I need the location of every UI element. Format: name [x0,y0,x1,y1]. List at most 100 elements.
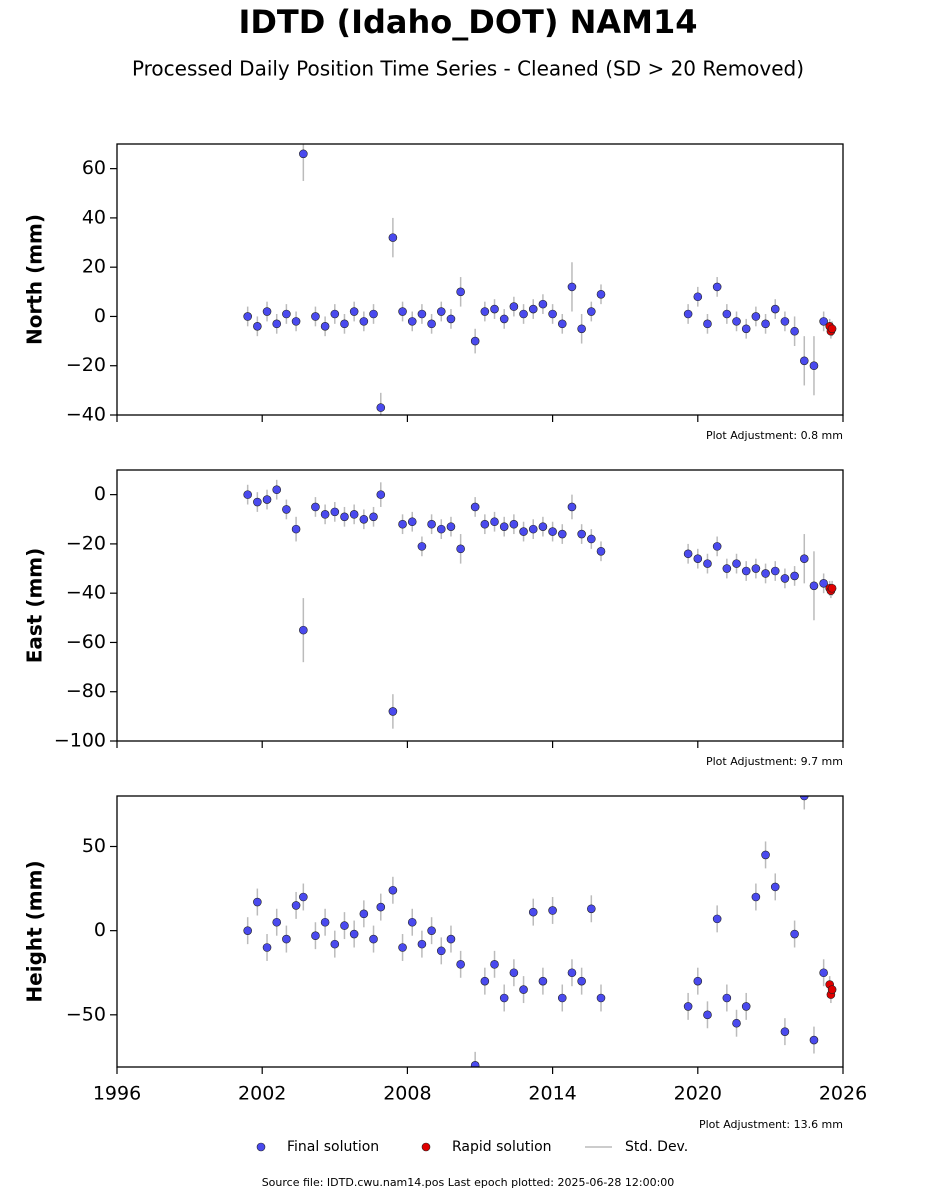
point [557,529,567,539]
point [388,707,398,716]
axes-frame [116,143,844,416]
point [799,796,809,801]
y-tick-label: 0 [94,919,106,941]
point [349,510,359,519]
point [311,502,320,512]
y-tick-label: −20 [66,354,106,376]
point [596,993,606,1003]
point [446,522,456,531]
point [770,304,780,314]
point [340,512,349,522]
point [519,309,528,319]
point [519,527,528,536]
point [567,968,577,978]
point [693,976,703,986]
point [732,317,741,326]
point [827,583,837,593]
point [809,361,819,371]
point [398,943,407,952]
y-tick-label: 0 [94,483,106,505]
point [596,289,606,299]
point [509,519,519,529]
point [693,554,703,563]
point [417,309,427,319]
point [262,307,272,316]
plot-area [243,796,837,1067]
point [722,564,732,573]
point [790,326,799,336]
point [741,324,751,334]
point [349,307,359,316]
legend-label: Std. Dev. [625,1139,688,1155]
x-tick-label: 2020 [674,1083,722,1105]
point [253,497,262,507]
annotation: Plot Adjustment: 9.7 mm [706,755,843,768]
x-tick-label: 2014 [528,1083,576,1105]
point [751,892,761,902]
point [538,299,548,309]
y-axis-label: East (mm) [23,548,47,664]
point [299,149,308,159]
point [272,485,282,495]
y-tick-label: −50 [66,1003,106,1025]
point [741,1002,751,1011]
point [407,317,417,326]
point [703,559,712,568]
point [436,946,446,956]
point [548,906,557,915]
point [359,514,369,524]
point [761,569,770,578]
point [330,309,340,319]
y-tick-label: 40 [82,206,106,228]
point [480,519,490,529]
point [340,921,349,930]
point [780,317,790,326]
plot-area [243,144,837,415]
y-tick-label: −40 [66,404,106,426]
point [722,993,732,1003]
point [809,581,819,591]
point [272,917,282,927]
point [407,917,417,927]
point [827,985,837,994]
title: IDTD (Idaho_DOT) NAM14 [238,3,697,41]
point [827,324,837,334]
point [499,522,509,531]
point [407,517,417,527]
point [770,566,780,576]
point [243,926,252,935]
point [369,512,378,522]
point [528,524,538,534]
point [683,1002,693,1011]
point [330,507,340,517]
y-tick-label: 0 [94,305,106,327]
point [490,304,499,314]
point [567,502,577,512]
y-tick-label: −40 [66,582,106,604]
point [456,287,465,297]
point [790,929,799,939]
axes-frame [116,795,844,1068]
point [538,522,548,531]
y-tick-label: −60 [66,631,106,653]
y-tick-label: 50 [82,835,106,857]
point [388,885,398,895]
point [799,356,809,366]
y-tick-label: 60 [82,157,106,179]
point [349,929,359,939]
point [369,309,378,319]
point [577,976,586,986]
point [320,322,330,331]
point [446,934,456,944]
point [587,904,596,914]
point [427,519,436,529]
point [712,542,722,551]
legend-marker [421,1142,431,1152]
y-tick-label: −20 [66,532,106,554]
point [751,564,761,573]
point [253,897,262,907]
point [436,307,446,316]
point [538,976,548,986]
point [703,319,712,329]
point [456,544,465,554]
